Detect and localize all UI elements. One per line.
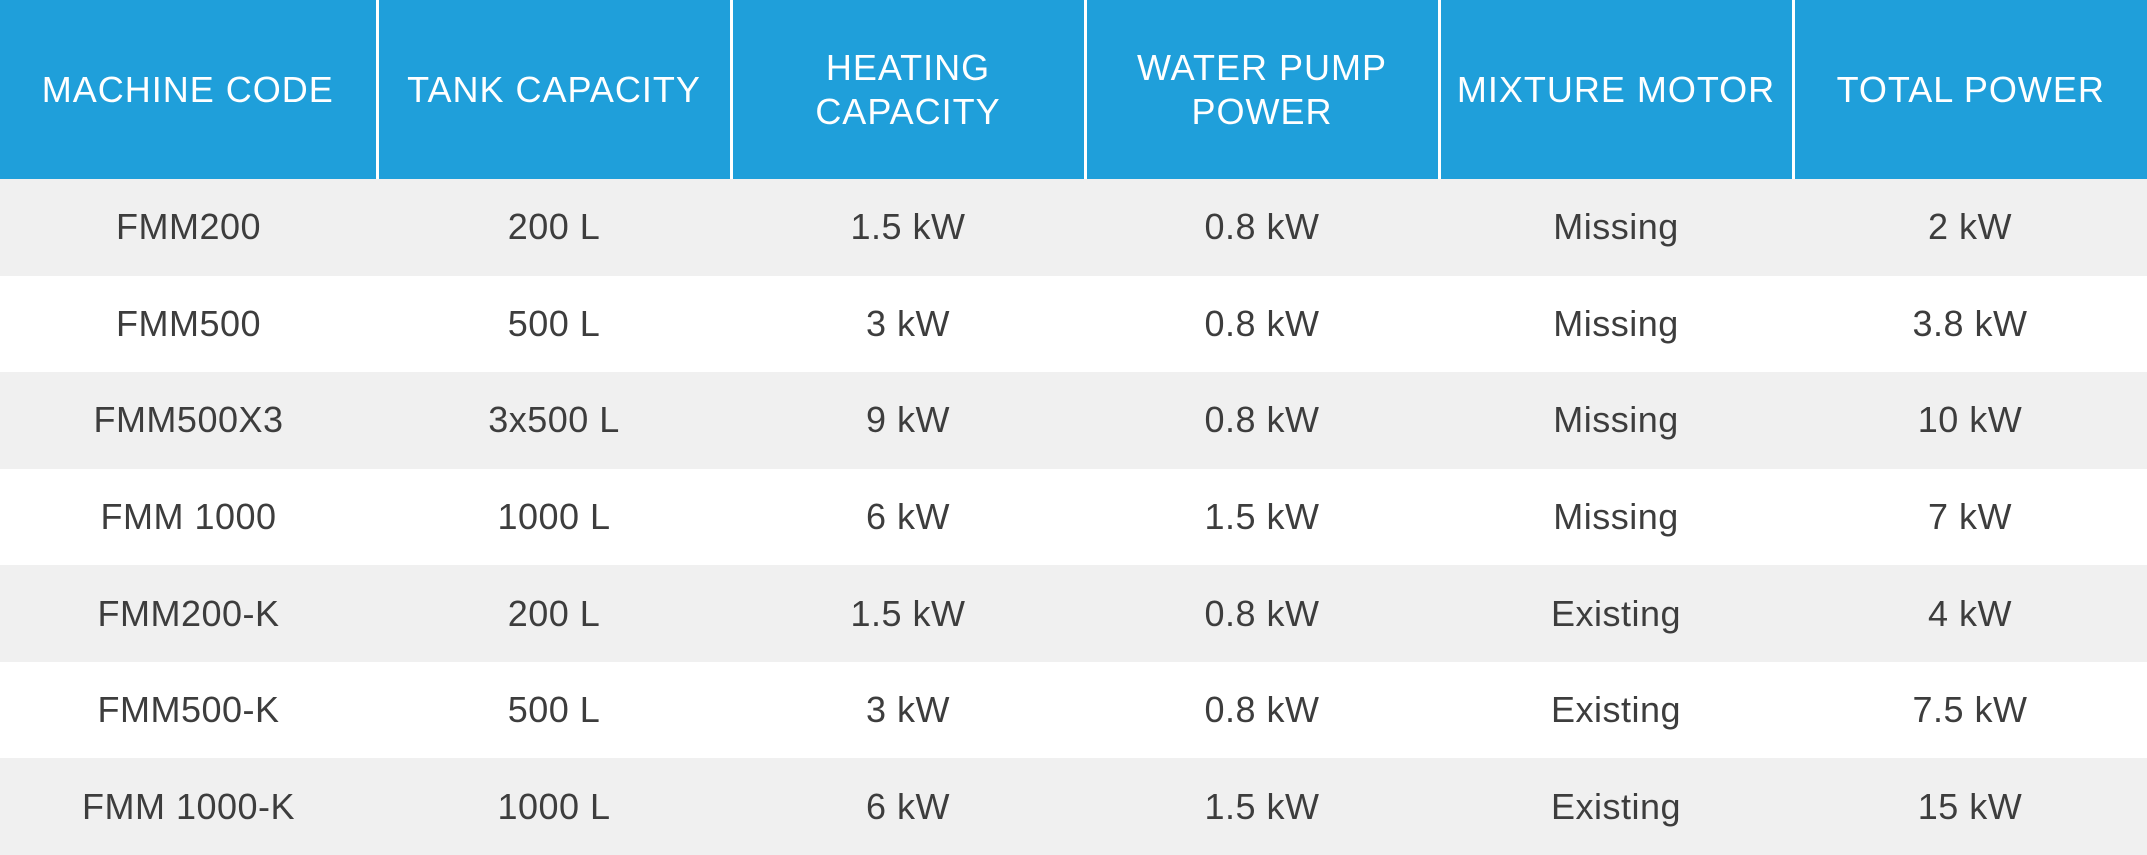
- header-water-pump-power: WATER PUMP POWER: [1083, 0, 1439, 179]
- cell-tank-capacity: 500 L: [377, 275, 731, 373]
- cell-tank-capacity: 1000 L: [377, 758, 731, 855]
- cell-machine-code: FMM200-K: [0, 565, 377, 662]
- cell-machine-code: FMM500: [0, 275, 377, 373]
- header-machine-code: MACHINE CODE: [0, 0, 377, 179]
- cell-total-power: 10 kW: [1793, 372, 2147, 469]
- cell-mixture-motor: Existing: [1439, 565, 1793, 662]
- cell-tank-capacity: 500 L: [377, 661, 731, 759]
- table-body: FMM200 200 L 1.5 kW 0.8 kW Missing 2 kW …: [0, 179, 2147, 855]
- cell-total-power: 7 kW: [1793, 468, 2147, 566]
- cell-machine-code: FMM500-K: [0, 661, 377, 759]
- cell-tank-capacity: 3x500 L: [377, 372, 731, 469]
- cell-machine-code: FMM 1000: [0, 468, 377, 566]
- cell-heating-capacity: 6 kW: [731, 468, 1085, 566]
- cell-mixture-motor: Missing: [1439, 179, 1793, 276]
- table-row: FMM200-K 200 L 1.5 kW 0.8 kW Existing 4 …: [0, 565, 2147, 662]
- header-total-power: TOTAL POWER: [1791, 0, 2147, 179]
- header-mixture-motor: MIXTURE MOTOR: [1437, 0, 1793, 179]
- cell-total-power: 2 kW: [1793, 179, 2147, 276]
- table-row: FMM 1000 1000 L 6 kW 1.5 kW Missing 7 kW: [0, 468, 2147, 566]
- cell-heating-capacity: 9 kW: [731, 372, 1085, 469]
- header-row: MACHINE CODE TANK CAPACITY HEATING CAPAC…: [0, 0, 2147, 179]
- header-heating-capacity: HEATING CAPACITY: [729, 0, 1085, 179]
- cell-heating-capacity: 3 kW: [731, 275, 1085, 373]
- cell-total-power: 4 kW: [1793, 565, 2147, 662]
- cell-mixture-motor: Existing: [1439, 758, 1793, 855]
- cell-water-pump-power: 0.8 kW: [1085, 372, 1439, 469]
- cell-water-pump-power: 0.8 kW: [1085, 661, 1439, 759]
- table-header: MACHINE CODE TANK CAPACITY HEATING CAPAC…: [0, 0, 2147, 179]
- cell-mixture-motor: Missing: [1439, 468, 1793, 566]
- cell-total-power: 15 kW: [1793, 758, 2147, 855]
- cell-mixture-motor: Missing: [1439, 372, 1793, 469]
- table-row: FMM500 500 L 3 kW 0.8 kW Missing 3.8 kW: [0, 275, 2147, 373]
- cell-tank-capacity: 1000 L: [377, 468, 731, 566]
- cell-heating-capacity: 3 kW: [731, 661, 1085, 759]
- cell-tank-capacity: 200 L: [377, 565, 731, 662]
- table-row: FMM 1000-K 1000 L 6 kW 1.5 kW Existing 1…: [0, 758, 2147, 855]
- cell-mixture-motor: Existing: [1439, 661, 1793, 759]
- table-row: FMM200 200 L 1.5 kW 0.8 kW Missing 2 kW: [0, 179, 2147, 276]
- cell-water-pump-power: 1.5 kW: [1085, 468, 1439, 566]
- cell-heating-capacity: 1.5 kW: [731, 179, 1085, 276]
- cell-machine-code: FMM500X3: [0, 372, 377, 469]
- table-row: FMM500X3 3x500 L 9 kW 0.8 kW Missing 10 …: [0, 372, 2147, 469]
- cell-total-power: 7.5 kW: [1793, 661, 2147, 759]
- header-tank-capacity: TANK CAPACITY: [375, 0, 731, 179]
- cell-machine-code: FMM 1000-K: [0, 758, 377, 855]
- cell-heating-capacity: 6 kW: [731, 758, 1085, 855]
- cell-water-pump-power: 1.5 kW: [1085, 758, 1439, 855]
- cell-tank-capacity: 200 L: [377, 179, 731, 276]
- cell-mixture-motor: Missing: [1439, 275, 1793, 373]
- cell-total-power: 3.8 kW: [1793, 275, 2147, 373]
- cell-water-pump-power: 0.8 kW: [1085, 565, 1439, 662]
- cell-water-pump-power: 0.8 kW: [1085, 275, 1439, 373]
- cell-heating-capacity: 1.5 kW: [731, 565, 1085, 662]
- table-row: FMM500-K 500 L 3 kW 0.8 kW Existing 7.5 …: [0, 661, 2147, 759]
- cell-water-pump-power: 0.8 kW: [1085, 179, 1439, 276]
- cell-machine-code: FMM200: [0, 179, 377, 276]
